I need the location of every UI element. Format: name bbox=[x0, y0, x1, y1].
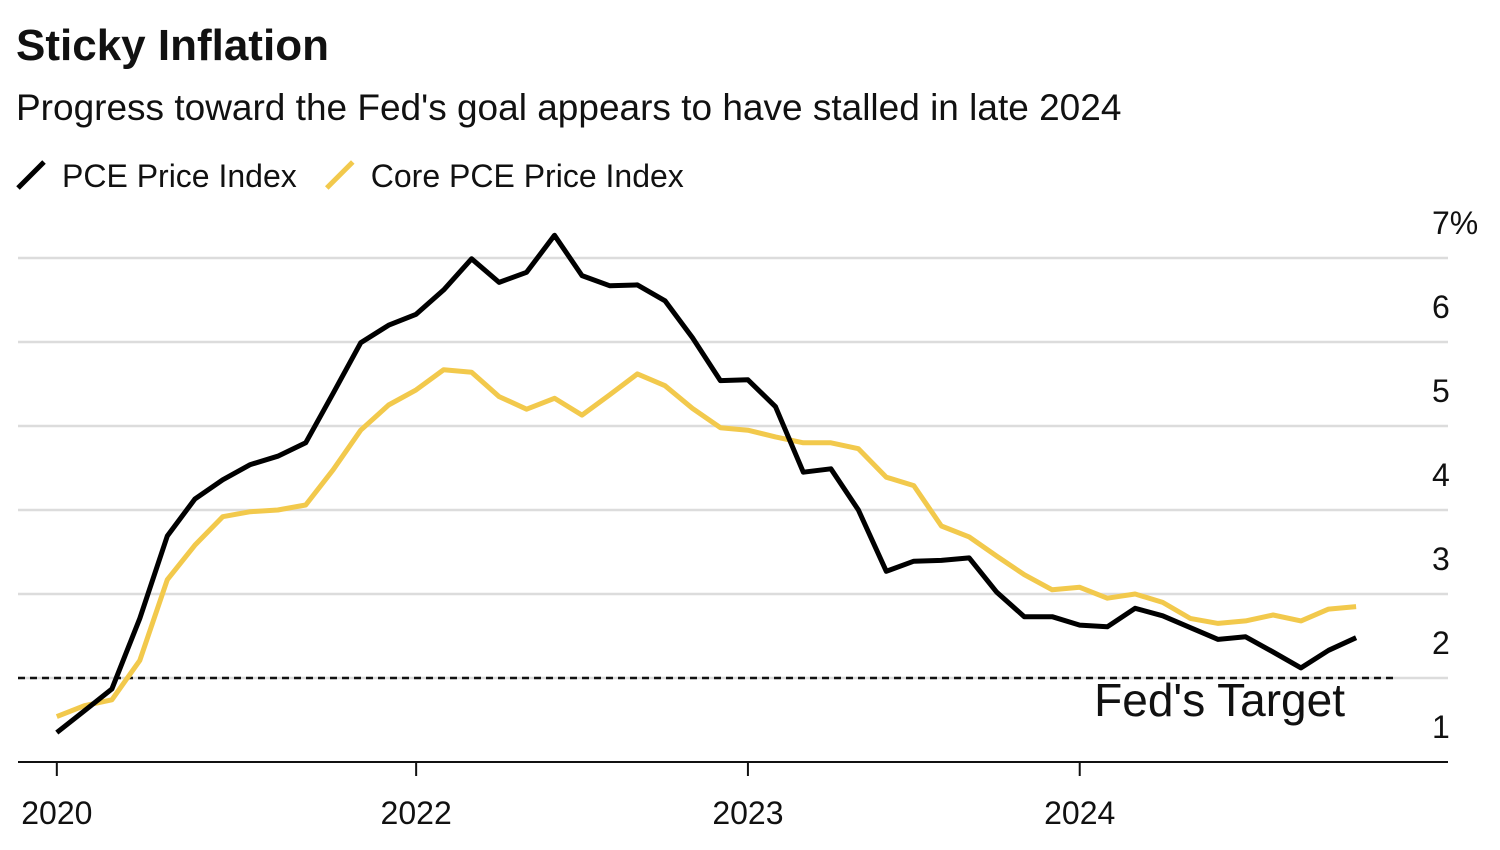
series-line bbox=[55, 367, 1357, 719]
series-line bbox=[55, 232, 1358, 735]
y-tick-label: 5 bbox=[1432, 373, 1450, 409]
y-tick-label: 6 bbox=[1432, 289, 1450, 325]
y-tick-label: 2 bbox=[1432, 625, 1450, 661]
chart-title: Sticky Inflation bbox=[16, 21, 329, 70]
y-tick-label: 3 bbox=[1432, 541, 1450, 577]
y-tick-label: 4 bbox=[1432, 457, 1450, 493]
x-tick-label: 2024 bbox=[1044, 795, 1115, 831]
y-tick-label: 1 bbox=[1432, 709, 1450, 745]
x-tick-label: 2022 bbox=[381, 795, 452, 831]
legend-label: Core PCE Price Index bbox=[371, 158, 684, 194]
x-tick-label: 2020 bbox=[21, 795, 92, 831]
legend-swatch bbox=[16, 160, 46, 190]
y-tick-label: 7% bbox=[1432, 205, 1478, 241]
chart-subtitle: Progress toward the Fed's goal appears t… bbox=[16, 87, 1121, 128]
x-tick-label: 2023 bbox=[712, 795, 783, 831]
legend-label: PCE Price Index bbox=[62, 158, 297, 194]
legend-swatch bbox=[324, 160, 355, 190]
target-label: Fed's Target bbox=[1094, 674, 1345, 726]
